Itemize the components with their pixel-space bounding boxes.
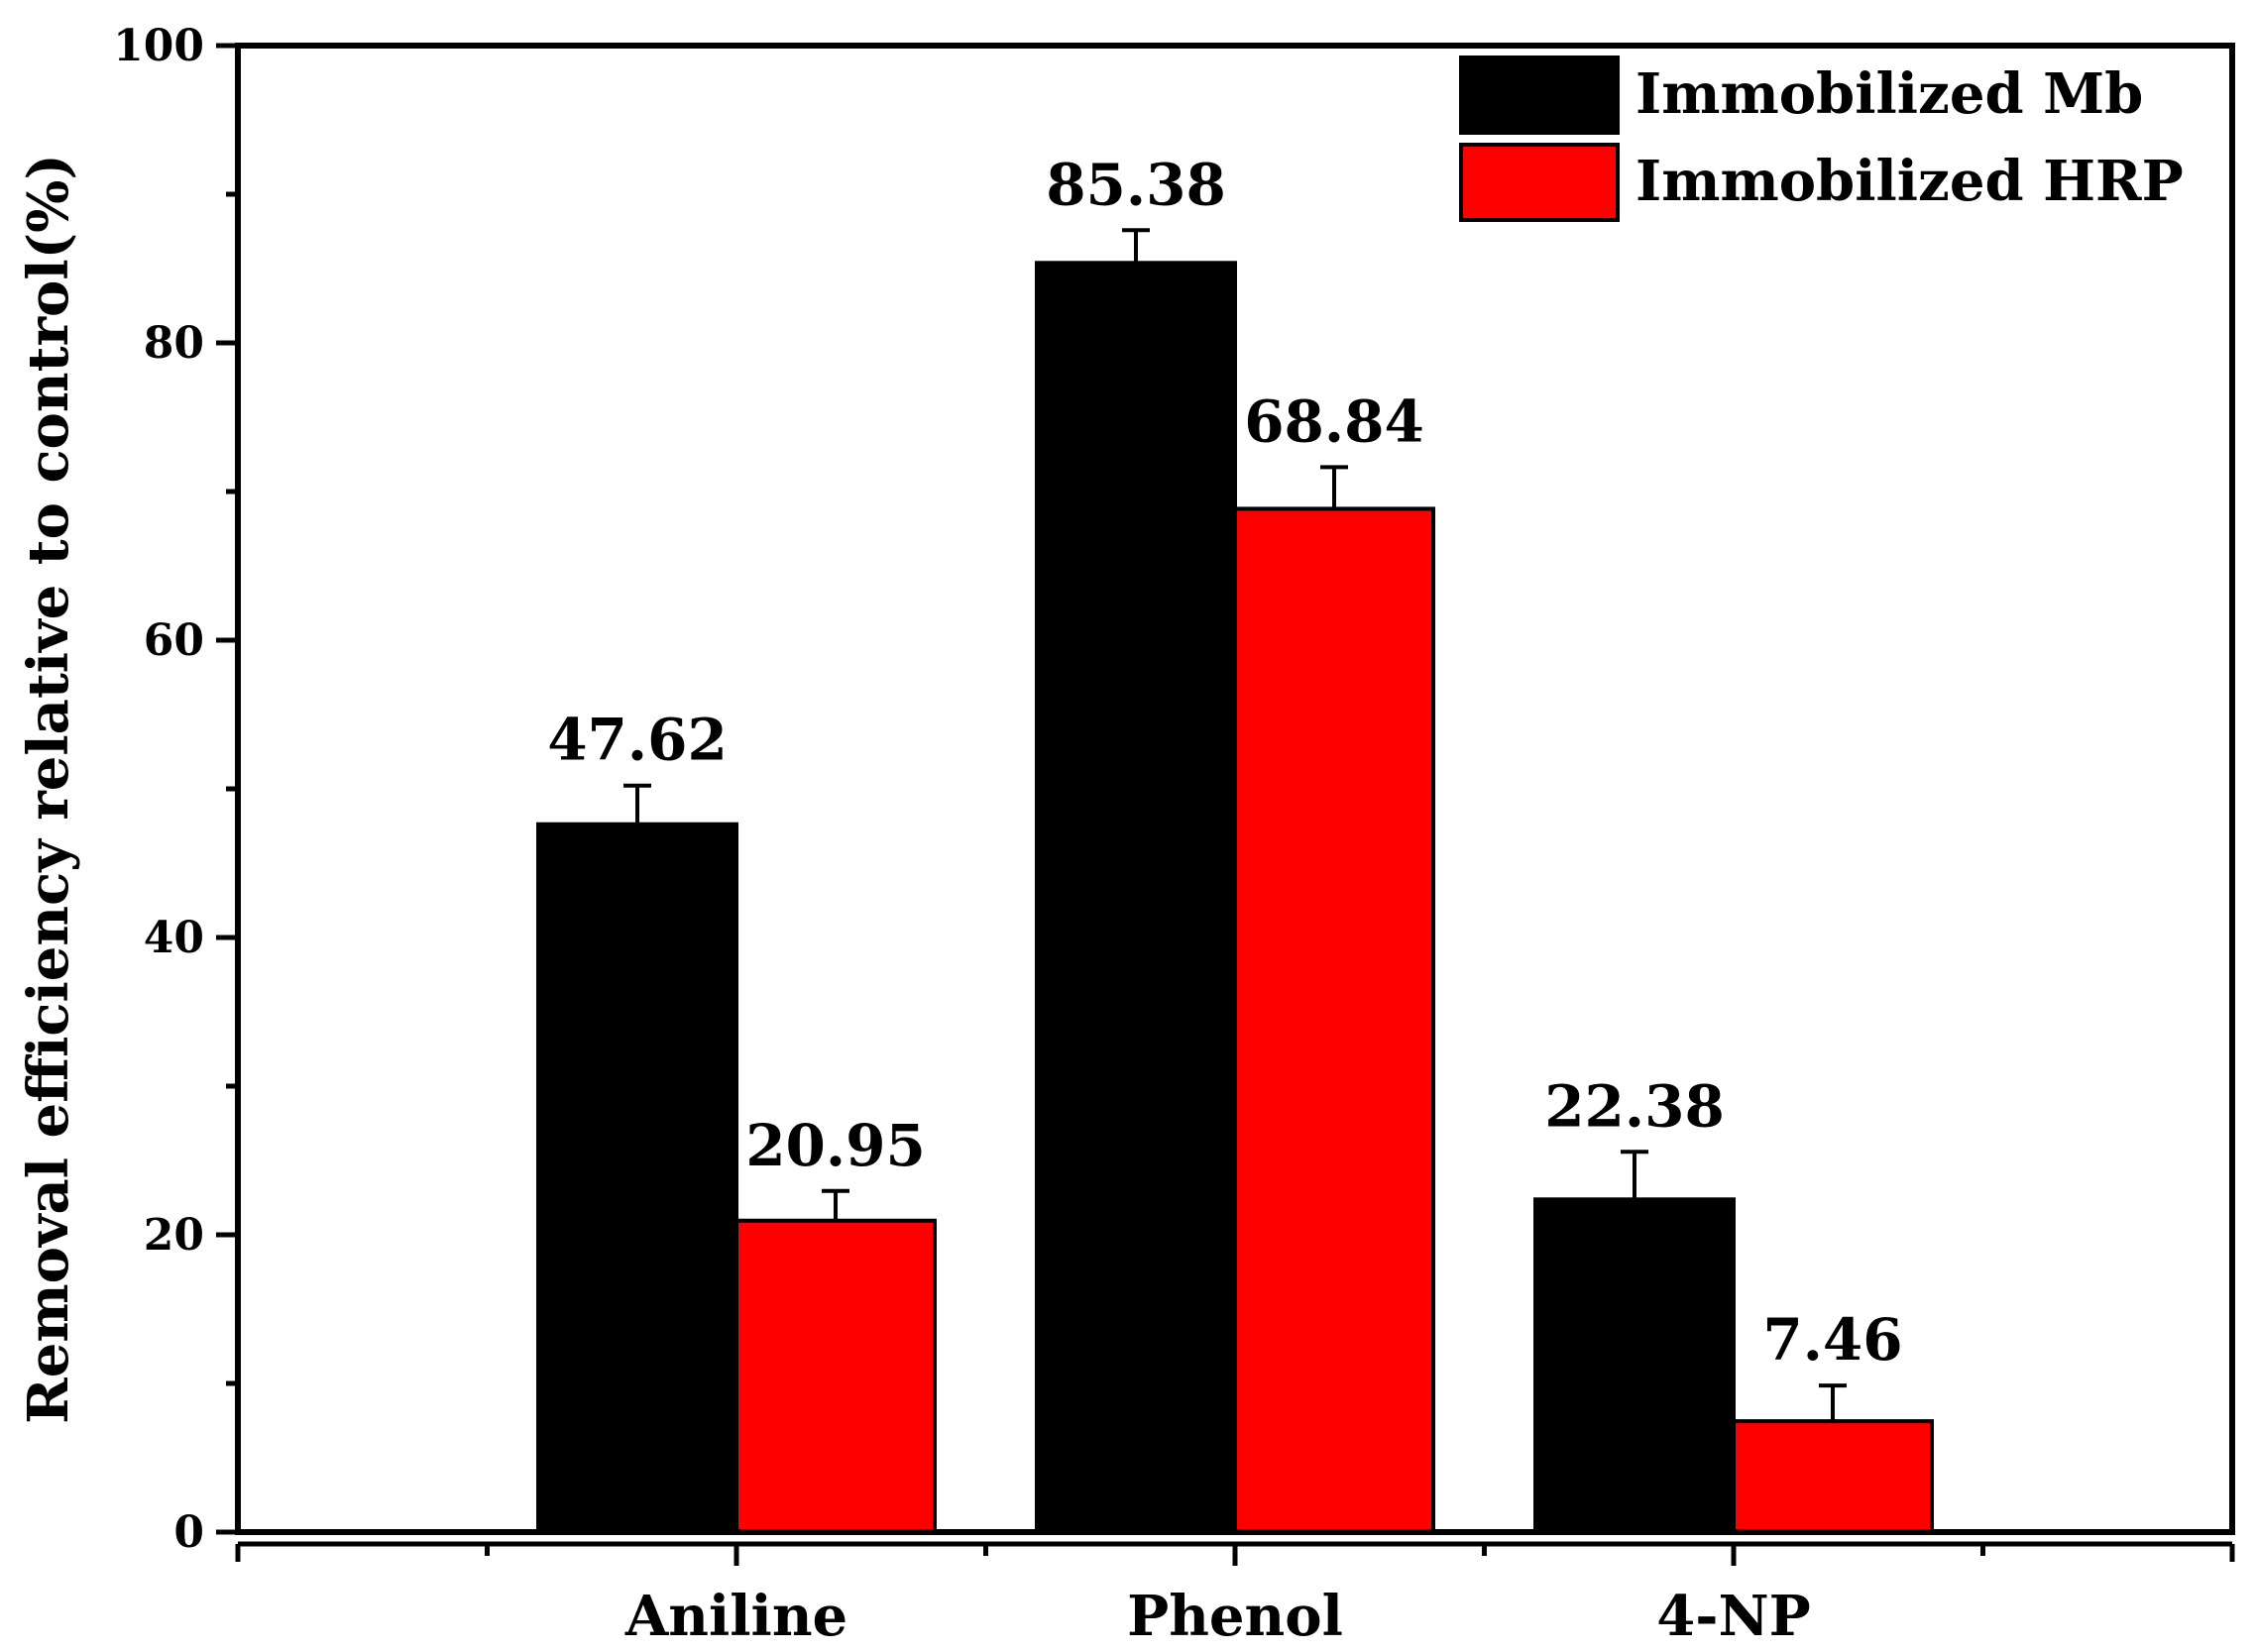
legend-swatch bbox=[1459, 55, 1620, 135]
y-tick-label: 100 bbox=[113, 21, 204, 71]
plot-frame bbox=[235, 43, 2235, 1535]
bar-immobilized-hrp bbox=[1732, 1419, 1934, 1534]
legend-swatch bbox=[1459, 143, 1620, 222]
x-tick-label: 4-NP bbox=[1656, 1584, 1811, 1649]
x-tick-label: Phenol bbox=[1127, 1584, 1343, 1649]
y-tick-label: 20 bbox=[144, 1210, 204, 1261]
bar-immobilized-hrp bbox=[734, 1218, 937, 1534]
y-tick-label: 0 bbox=[173, 1507, 204, 1558]
y-axis: 0 20 40 60 80 100 bbox=[113, 21, 238, 1558]
data-label: 7.46 bbox=[1762, 1306, 1902, 1374]
legend-label: Immobilized HRP bbox=[1635, 149, 2184, 214]
bar-immobilized-mb bbox=[1533, 1197, 1736, 1535]
y-tick-label: 40 bbox=[144, 913, 204, 963]
x-axis: Aniline Phenol 4-NP bbox=[235, 1541, 2235, 1649]
data-label: 68.84 bbox=[1244, 387, 1424, 455]
y-axis-title: Removal efficiency relative to control(%… bbox=[16, 154, 81, 1424]
y-tick-label: 80 bbox=[144, 318, 204, 369]
legend-label: Immobilized Mb bbox=[1635, 61, 2143, 127]
bar-immobilized-mb bbox=[1035, 261, 1237, 1534]
bar-marks: 47.62 85.38 22.38 20.95 68.84 7.46 bbox=[536, 151, 1934, 1535]
data-label: 85.38 bbox=[1046, 151, 1226, 218]
bar-immobilized-hrp bbox=[1233, 506, 1435, 1534]
data-label: 47.62 bbox=[547, 707, 728, 774]
data-label: 22.38 bbox=[1544, 1072, 1725, 1140]
bar-immobilized-mb bbox=[536, 822, 738, 1534]
data-label: 20.95 bbox=[745, 1112, 926, 1179]
x-tick-label: Aniline bbox=[624, 1584, 847, 1649]
y-tick-label: 60 bbox=[144, 615, 204, 666]
legend: Immobilized Mb Immobilized HRP bbox=[1459, 55, 2184, 222]
